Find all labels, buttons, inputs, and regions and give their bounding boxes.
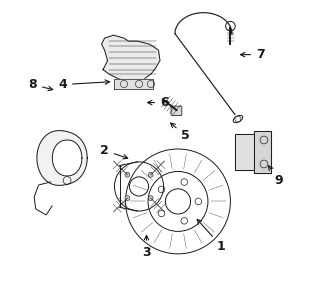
Ellipse shape	[233, 115, 243, 123]
Circle shape	[125, 172, 130, 177]
Polygon shape	[52, 140, 82, 176]
Text: 6: 6	[147, 96, 169, 109]
Polygon shape	[102, 35, 160, 82]
Polygon shape	[254, 131, 271, 173]
Polygon shape	[37, 131, 87, 185]
Polygon shape	[235, 134, 254, 170]
Text: 2: 2	[100, 144, 128, 159]
Circle shape	[125, 196, 130, 200]
Text: 1: 1	[197, 219, 226, 253]
Text: 7: 7	[240, 48, 265, 61]
Text: 3: 3	[142, 235, 151, 259]
Text: 5: 5	[170, 123, 190, 142]
FancyBboxPatch shape	[171, 106, 182, 116]
Circle shape	[148, 172, 153, 177]
Circle shape	[148, 196, 153, 200]
Text: 8: 8	[28, 78, 53, 91]
Text: 4: 4	[58, 78, 110, 91]
Text: 9: 9	[268, 166, 283, 187]
Polygon shape	[114, 79, 153, 89]
